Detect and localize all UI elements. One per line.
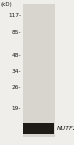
Text: (kD): (kD) — [1, 2, 13, 7]
Bar — [23, 123, 54, 134]
Bar — [23, 4, 55, 137]
Text: 26-: 26- — [12, 85, 21, 90]
Text: 34-: 34- — [11, 69, 21, 74]
Text: 19-: 19- — [12, 106, 21, 110]
Text: 117-: 117- — [8, 13, 21, 18]
Text: 85-: 85- — [11, 30, 21, 35]
Text: 48-: 48- — [11, 53, 21, 58]
Text: NUTF2: NUTF2 — [57, 126, 74, 131]
